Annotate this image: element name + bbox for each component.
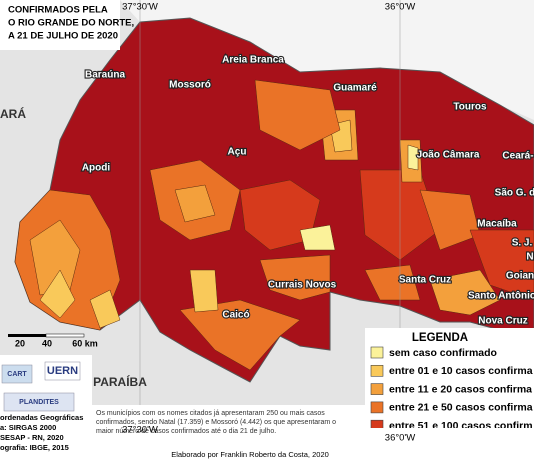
note-line: confirmados, sendo Natal (17.359) e Moss…	[96, 419, 336, 426]
credit-line: a: SIRGAS 2000	[0, 423, 56, 432]
legend-label: entre 11 e 20 casos confirma	[389, 383, 532, 395]
grid-label-top: 36°0'W	[385, 2, 415, 13]
city-label: Areia Branca	[222, 55, 284, 66]
municipality-patch	[89, 289, 121, 329]
legend-swatch	[370, 401, 384, 414]
legend-label: entre 21 e 50 casos confirma	[389, 402, 533, 414]
municipality-patch	[364, 264, 421, 301]
city-label: Guamaré	[333, 83, 377, 94]
city-label: Nova Cruz	[478, 316, 527, 327]
city-label: N	[526, 252, 533, 263]
ocean	[120, 0, 534, 120]
neighbor-label: ARÁ	[0, 106, 26, 121]
legend-swatch	[370, 346, 384, 359]
title-box	[0, 0, 120, 50]
note-box	[92, 405, 365, 462]
scale-bar	[8, 334, 46, 337]
city-label: Macaíba	[477, 219, 517, 230]
logo-text: CART	[7, 371, 27, 378]
scale-label: 40	[42, 338, 52, 348]
city-label: Ceará-	[502, 151, 533, 162]
legend-label: entre 01 e 10 casos confirma	[389, 365, 533, 377]
credit-line: ordenadas Geográficas	[0, 413, 83, 422]
municipality-patch	[407, 144, 419, 171]
city-label: Santo Antônio	[468, 291, 534, 302]
logo-text: UERN	[47, 365, 78, 377]
legend-swatch	[370, 383, 384, 395]
municipality-patch	[189, 269, 219, 313]
legend-title: LEGENDA	[412, 332, 468, 344]
logo-text: PLANDITES	[19, 399, 59, 406]
city-label: Santa Cruz	[399, 275, 451, 286]
legend-swatch	[370, 364, 384, 377]
credit-line: ografia: IBGE, 2015	[0, 443, 69, 452]
scale-label: 20	[15, 338, 25, 348]
municipality-patch	[299, 224, 336, 251]
scale-label: 60 km	[72, 338, 98, 348]
municipality-patch	[429, 269, 501, 316]
note-box	[365, 428, 534, 462]
city-label: João Câmara	[417, 150, 480, 161]
city-label: Caicó	[222, 310, 249, 321]
grid-label-bottom: 36°0'W	[385, 433, 415, 444]
logo	[44, 361, 81, 381]
municipality-patch	[39, 269, 76, 319]
legend-label: sem caso confirmado	[389, 347, 497, 359]
scale-bar	[45, 333, 85, 338]
author: Elaborado por Franklin Roberto da Costa,…	[171, 450, 329, 459]
municipality-patch	[179, 299, 301, 371]
legend-box	[365, 328, 534, 428]
city-label: Açu	[228, 147, 247, 158]
city-label: Currais Novos	[268, 280, 337, 291]
city-label: Goian	[506, 271, 534, 282]
note-line: maior número de casos confirmados até o …	[96, 428, 276, 435]
municipality-patch	[259, 254, 331, 301]
note-line: Os municípios com os nomes citados já ap…	[96, 410, 325, 417]
logo	[1, 364, 33, 384]
logo	[3, 392, 75, 412]
city-label: S. J.	[512, 238, 533, 249]
municipality-patch	[254, 79, 341, 151]
city-label: São G. do	[495, 188, 534, 199]
grid-label-bottom: 37°30'W	[122, 425, 158, 436]
city-label: Apodi	[82, 163, 111, 174]
title-line: O RIO GRANDE DO NORTE,	[8, 18, 134, 29]
city-label: Touros	[453, 102, 487, 113]
neighbor-label: PARAÍBA	[93, 374, 147, 389]
municipality-patch	[174, 184, 216, 223]
grid-label-top: 37°30'W	[122, 2, 158, 13]
credit-line: SESAP - RN, 2020	[0, 433, 64, 442]
title-line: A 21 DE JULHO DE 2020	[8, 31, 118, 42]
municipality-patch	[469, 229, 534, 301]
title-line: CONFIRMADOS PELA	[8, 5, 108, 16]
city-label: Mossoró	[169, 80, 211, 91]
municipality-patch	[29, 219, 81, 296]
city-label: Baraúna	[85, 70, 125, 81]
